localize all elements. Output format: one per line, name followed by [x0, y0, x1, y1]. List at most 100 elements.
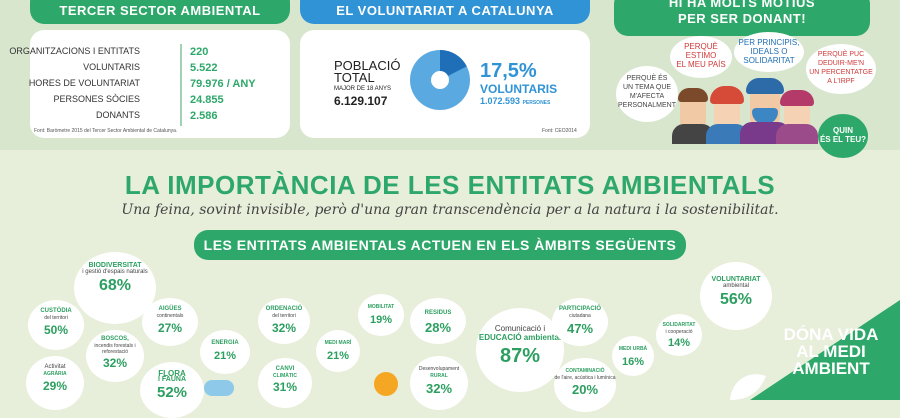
area-name: CANVI: [275, 366, 295, 372]
area-name: AIGÜES: [158, 306, 182, 312]
tercer-sector-panel: [30, 30, 290, 138]
area-name: ORDENACIÓ: [265, 306, 303, 312]
area-bubble-canvi-climatic: CANVI CLIMÀTIC 31%: [258, 358, 312, 408]
area-name: ENERGIA: [211, 340, 239, 346]
area-bubble-biodiversitat: BIODIVERSITAT i gestió d'espais naturals…: [74, 252, 156, 324]
area-sub: ciutadana: [569, 313, 591, 319]
area-bubble-participacio: PARTICIPACIÓ ciutadana 47%: [552, 298, 608, 346]
donant-header-line1: HI HA MOLTS MOTIUS: [668, 0, 816, 10]
donor-hair: [678, 88, 708, 102]
area-pct: 16%: [621, 356, 645, 368]
area-sub: I FAUNA: [158, 376, 186, 383]
area-name: Activitat: [44, 364, 66, 370]
area-name: PARTICIPACIÓ: [558, 306, 602, 312]
area-bubble-desenvolupament-rural: Desenvolupament RURAL 32%: [410, 356, 468, 410]
area-name: CONTAMINACIÓ: [565, 368, 605, 374]
reason-text: A L'IRPF: [827, 78, 855, 85]
stats-divider: [180, 44, 182, 126]
reason-text: IDEALS O: [750, 47, 788, 56]
area-pct: 68%: [98, 277, 132, 294]
area-pct: 87%: [499, 345, 541, 367]
area-sub: del territori: [44, 315, 68, 321]
sun-icon: [374, 372, 398, 396]
area-bubble-contaminacio: CONTAMINACIÓ de l'aire, acústica i lumín…: [554, 358, 616, 412]
stat-value: 79.976 / ANY: [190, 78, 256, 90]
reason-text: DEDUIR-ME'N: [817, 60, 865, 67]
area-sub: CLIMÀTIC: [273, 373, 297, 379]
voluntariat-source: Font: CEO2014: [542, 128, 577, 134]
donor-hair: [780, 90, 814, 106]
reason-text: SOLIDARITAT: [743, 56, 795, 65]
area-pct: 56%: [719, 291, 753, 308]
area-name: MEDI URBÀ: [618, 346, 648, 352]
area-name: MEDI MARÍ: [324, 340, 352, 346]
stat-label: VOLUNTARIS: [83, 62, 140, 72]
area-pct: 47%: [566, 321, 594, 336]
area-pct: 19%: [369, 314, 393, 326]
reason-text: PERQUÈ PUC: [817, 51, 865, 58]
area-pct: 27%: [157, 321, 183, 335]
stats-list: ORGANITZACIONS I ENTITATS 220 VOLUNTARIS…: [0, 46, 300, 126]
volunteers-value: 1.072.593: [480, 96, 521, 106]
stat-value: 5.522: [190, 62, 218, 74]
population-sub: MAJOR DE 18 ANYS: [334, 86, 392, 92]
area-sub: del territori: [272, 313, 296, 319]
section-banner: LES ENTITATS AMBIENTALS ACTUEN EN ELS ÀM…: [194, 230, 686, 260]
donor-body: [776, 124, 818, 144]
area-bubble-ordenacio: ORDENACIÓ del territori 32%: [258, 298, 310, 344]
area-name: RESIDUS: [424, 310, 452, 316]
slogan-corner-fill: [750, 300, 900, 400]
area-bubble-residus: RESIDUS 28%: [410, 298, 466, 344]
question-text: ÉS EL TEU?: [819, 135, 867, 144]
main-title: LA IMPORTÀNCIA DE LES ENTITATS AMBIENTAL…: [124, 170, 776, 200]
volunteers-count: 1.072.593 PERSONES: [480, 96, 550, 106]
area-bubble-solidaritat: SOLIDARITAT i cooperació 14%: [656, 314, 702, 356]
area-pct: 31%: [272, 380, 298, 394]
area-pct: 28%: [424, 320, 452, 335]
area-bubble-flora: FLORA I FAUNA 52%: [140, 362, 204, 418]
reason-text: UN TEMA QUE: [622, 84, 672, 91]
reason-bubble: PERQUÈ ÉS UN TEMA QUE M'AFECTA PERSONALM…: [616, 66, 678, 122]
donant-header: HI HA MOLTS MOTIUS PER SER DONANT!: [614, 0, 870, 36]
volunteers-unit: PERSONES: [522, 100, 551, 106]
area-bubble-mobilitat: MOBILITAT 19%: [358, 294, 404, 336]
area-bubble-voluntariat: VOLUNTARIAT ambiental 56%: [700, 262, 772, 330]
donor-hair: [746, 78, 784, 94]
donor-body: [672, 124, 714, 144]
tercer-sector-source: Font: Baròmetre 2015 del Tercer Sector A…: [34, 128, 178, 134]
reason-text: ESTIMO: [685, 51, 717, 60]
area-bubble-custodia: CUSTÒDIA del territori 50%: [28, 300, 84, 350]
slogan: DÓNA VIDA AL MEDI AMBIENT: [766, 326, 896, 377]
area-name: BOSCOS,: [101, 336, 129, 342]
area-sub: AGRÀRIA: [43, 371, 67, 377]
population-value: 6.129.107: [334, 94, 388, 108]
donant-header-line2: PER SER DONANT!: [677, 11, 807, 26]
reason-bubble: PERQUÈ ESTIMO EL MEU PAÍS: [670, 36, 732, 78]
volunteer-percent: 17,5%: [480, 60, 537, 82]
area-bubble-medi-mari: MEDI MARÍ 21%: [316, 330, 360, 372]
area-sub: i cooperació: [665, 329, 693, 335]
reason-text: PER PRINCIPIS,: [738, 38, 800, 47]
volunteers-label: VOLUNTARIS: [480, 82, 558, 96]
reason-text: EL MEU PAÍS: [676, 60, 726, 69]
area-name: BIODIVERSITAT: [88, 262, 142, 269]
slogan-corner-shape: [730, 300, 900, 400]
area-name: FLORA: [158, 369, 186, 378]
area-pct: 21%: [213, 350, 237, 362]
stat-label: PERSONES SÒCIES: [53, 94, 140, 104]
question-bubble: QUIN ÉS EL TEU?: [818, 114, 868, 158]
slogan-line3: AMBIENT: [792, 359, 870, 378]
area-bubble-boscos: BOSCOS, incendis forestals i reforestaci…: [86, 330, 144, 382]
area-sub: incendis forestals i reforestació: [94, 343, 136, 355]
pie-slice: [440, 50, 467, 80]
area-name: CUSTÒDIA: [40, 308, 72, 314]
tercer-sector-header: TERCER SECTOR AMBIENTAL: [30, 0, 290, 24]
area-pct: 32%: [425, 381, 453, 396]
reason-bubble: PER PRINCIPIS, IDEALS O SOLIDARITAT: [734, 32, 804, 72]
area-sub: EDUCACIÓ ambiental: [478, 333, 562, 342]
reason-text: UN PERCENTATGE: [809, 69, 873, 76]
area-bubble-energia: ENERGIA 21%: [200, 330, 250, 374]
area-pct: 32%: [102, 356, 128, 370]
area-sub: RURAL: [430, 373, 448, 379]
area-sub: de l'aire, acústica i lumínica: [554, 375, 616, 381]
